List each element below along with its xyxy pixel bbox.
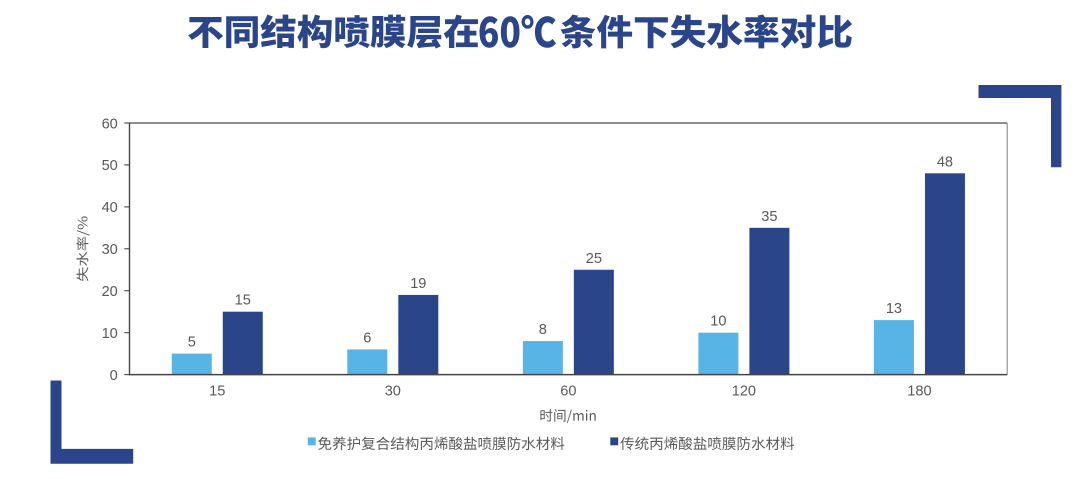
- svg-text:8: 8: [539, 322, 547, 338]
- svg-text:35: 35: [761, 209, 777, 225]
- svg-text:60: 60: [102, 116, 118, 132]
- svg-text:5: 5: [188, 335, 196, 351]
- svg-text:15: 15: [235, 293, 251, 309]
- svg-text:20: 20: [102, 284, 118, 300]
- svg-text:0: 0: [110, 368, 118, 384]
- svg-text:6: 6: [363, 330, 371, 346]
- svg-text:40: 40: [102, 200, 118, 216]
- svg-text:10: 10: [710, 314, 726, 330]
- svg-text:50: 50: [102, 158, 118, 174]
- svg-text:180: 180: [907, 383, 931, 399]
- svg-text:25: 25: [586, 251, 602, 267]
- svg-text:19: 19: [410, 276, 426, 292]
- svg-text:30: 30: [102, 242, 118, 258]
- svg-text:120: 120: [732, 383, 756, 399]
- svg-text:15: 15: [209, 383, 225, 399]
- svg-text:10: 10: [102, 326, 118, 342]
- svg-text:60: 60: [560, 383, 576, 399]
- svg-text:13: 13: [886, 301, 902, 317]
- svg-text:48: 48: [937, 154, 953, 170]
- svg-text:30: 30: [385, 383, 401, 399]
